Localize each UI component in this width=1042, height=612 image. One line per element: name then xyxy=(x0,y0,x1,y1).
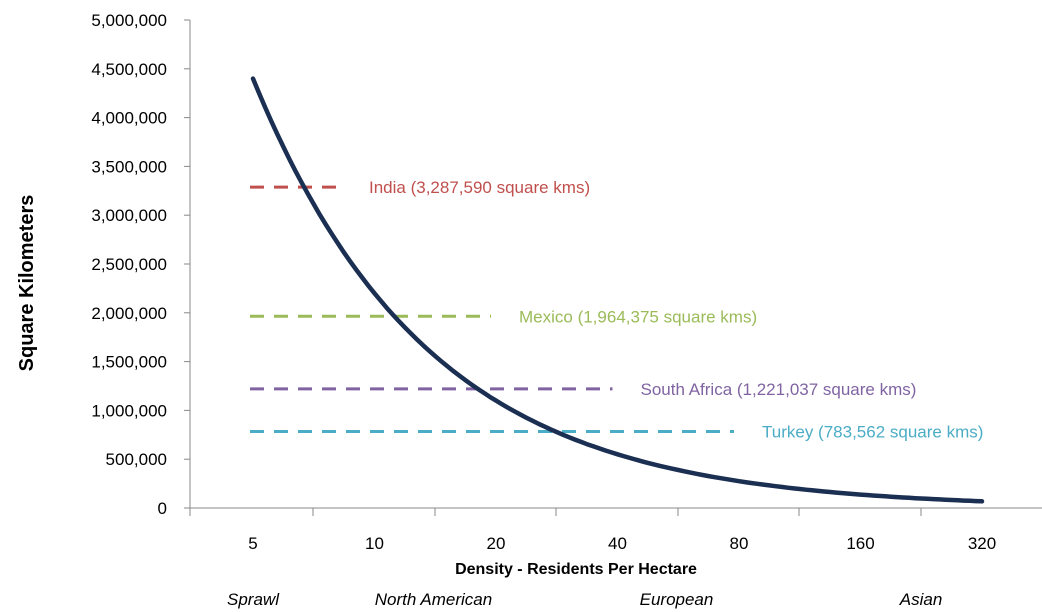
y-tick-label: 5,000,000 xyxy=(91,11,167,30)
x-tick-label: 5 xyxy=(248,534,257,553)
reference-label: South Africa (1,221,037 square kms) xyxy=(641,380,917,399)
x-tick-label: 160 xyxy=(846,534,874,553)
y-tick-label: 1,000,000 xyxy=(91,401,167,420)
y-tick-label: 3,500,000 xyxy=(91,157,167,176)
reference-label: Mexico (1,964,375 square kms) xyxy=(519,307,757,326)
x-axis-title: Density - Residents Per Hectare xyxy=(455,561,697,578)
y-tick-label: 2,500,000 xyxy=(91,255,167,274)
x-tick-label: 80 xyxy=(730,534,749,553)
y-tick-label: 4,500,000 xyxy=(91,60,167,79)
y-tick-label: 3,000,000 xyxy=(91,206,167,225)
y-tick-label: 2,000,000 xyxy=(91,304,167,323)
y-tick-label: 1,500,000 xyxy=(91,353,167,372)
axis-labels: 0 500,000 1,000,000 1,500,000 2,000,000 2,500… xyxy=(16,11,996,609)
reference-label: India (3,287,590 square kms) xyxy=(369,178,590,197)
y-tick-label: 0 xyxy=(158,499,167,518)
zone-label: Asian xyxy=(899,590,943,609)
y-tick-label: 4,000,000 xyxy=(91,109,167,128)
reference-lines: India (3,287,590 square kms) Mexico (1,96… xyxy=(250,178,983,442)
x-tick-label: 10 xyxy=(365,534,384,553)
x-tick-label: 40 xyxy=(608,534,627,553)
series xyxy=(250,76,985,504)
x-tick-label: 20 xyxy=(487,534,506,553)
y-axis-title: Square Kilometers xyxy=(16,195,38,372)
x-tick-label: 320 xyxy=(968,534,996,553)
reference-label: Turkey (783,562 square kms) xyxy=(762,423,983,442)
axes xyxy=(184,19,1042,516)
zone-label: European xyxy=(640,590,714,609)
y-tick-label: 500,000 xyxy=(106,450,167,469)
zone-label: Sprawl xyxy=(227,590,280,609)
zone-label: North American xyxy=(375,590,492,609)
